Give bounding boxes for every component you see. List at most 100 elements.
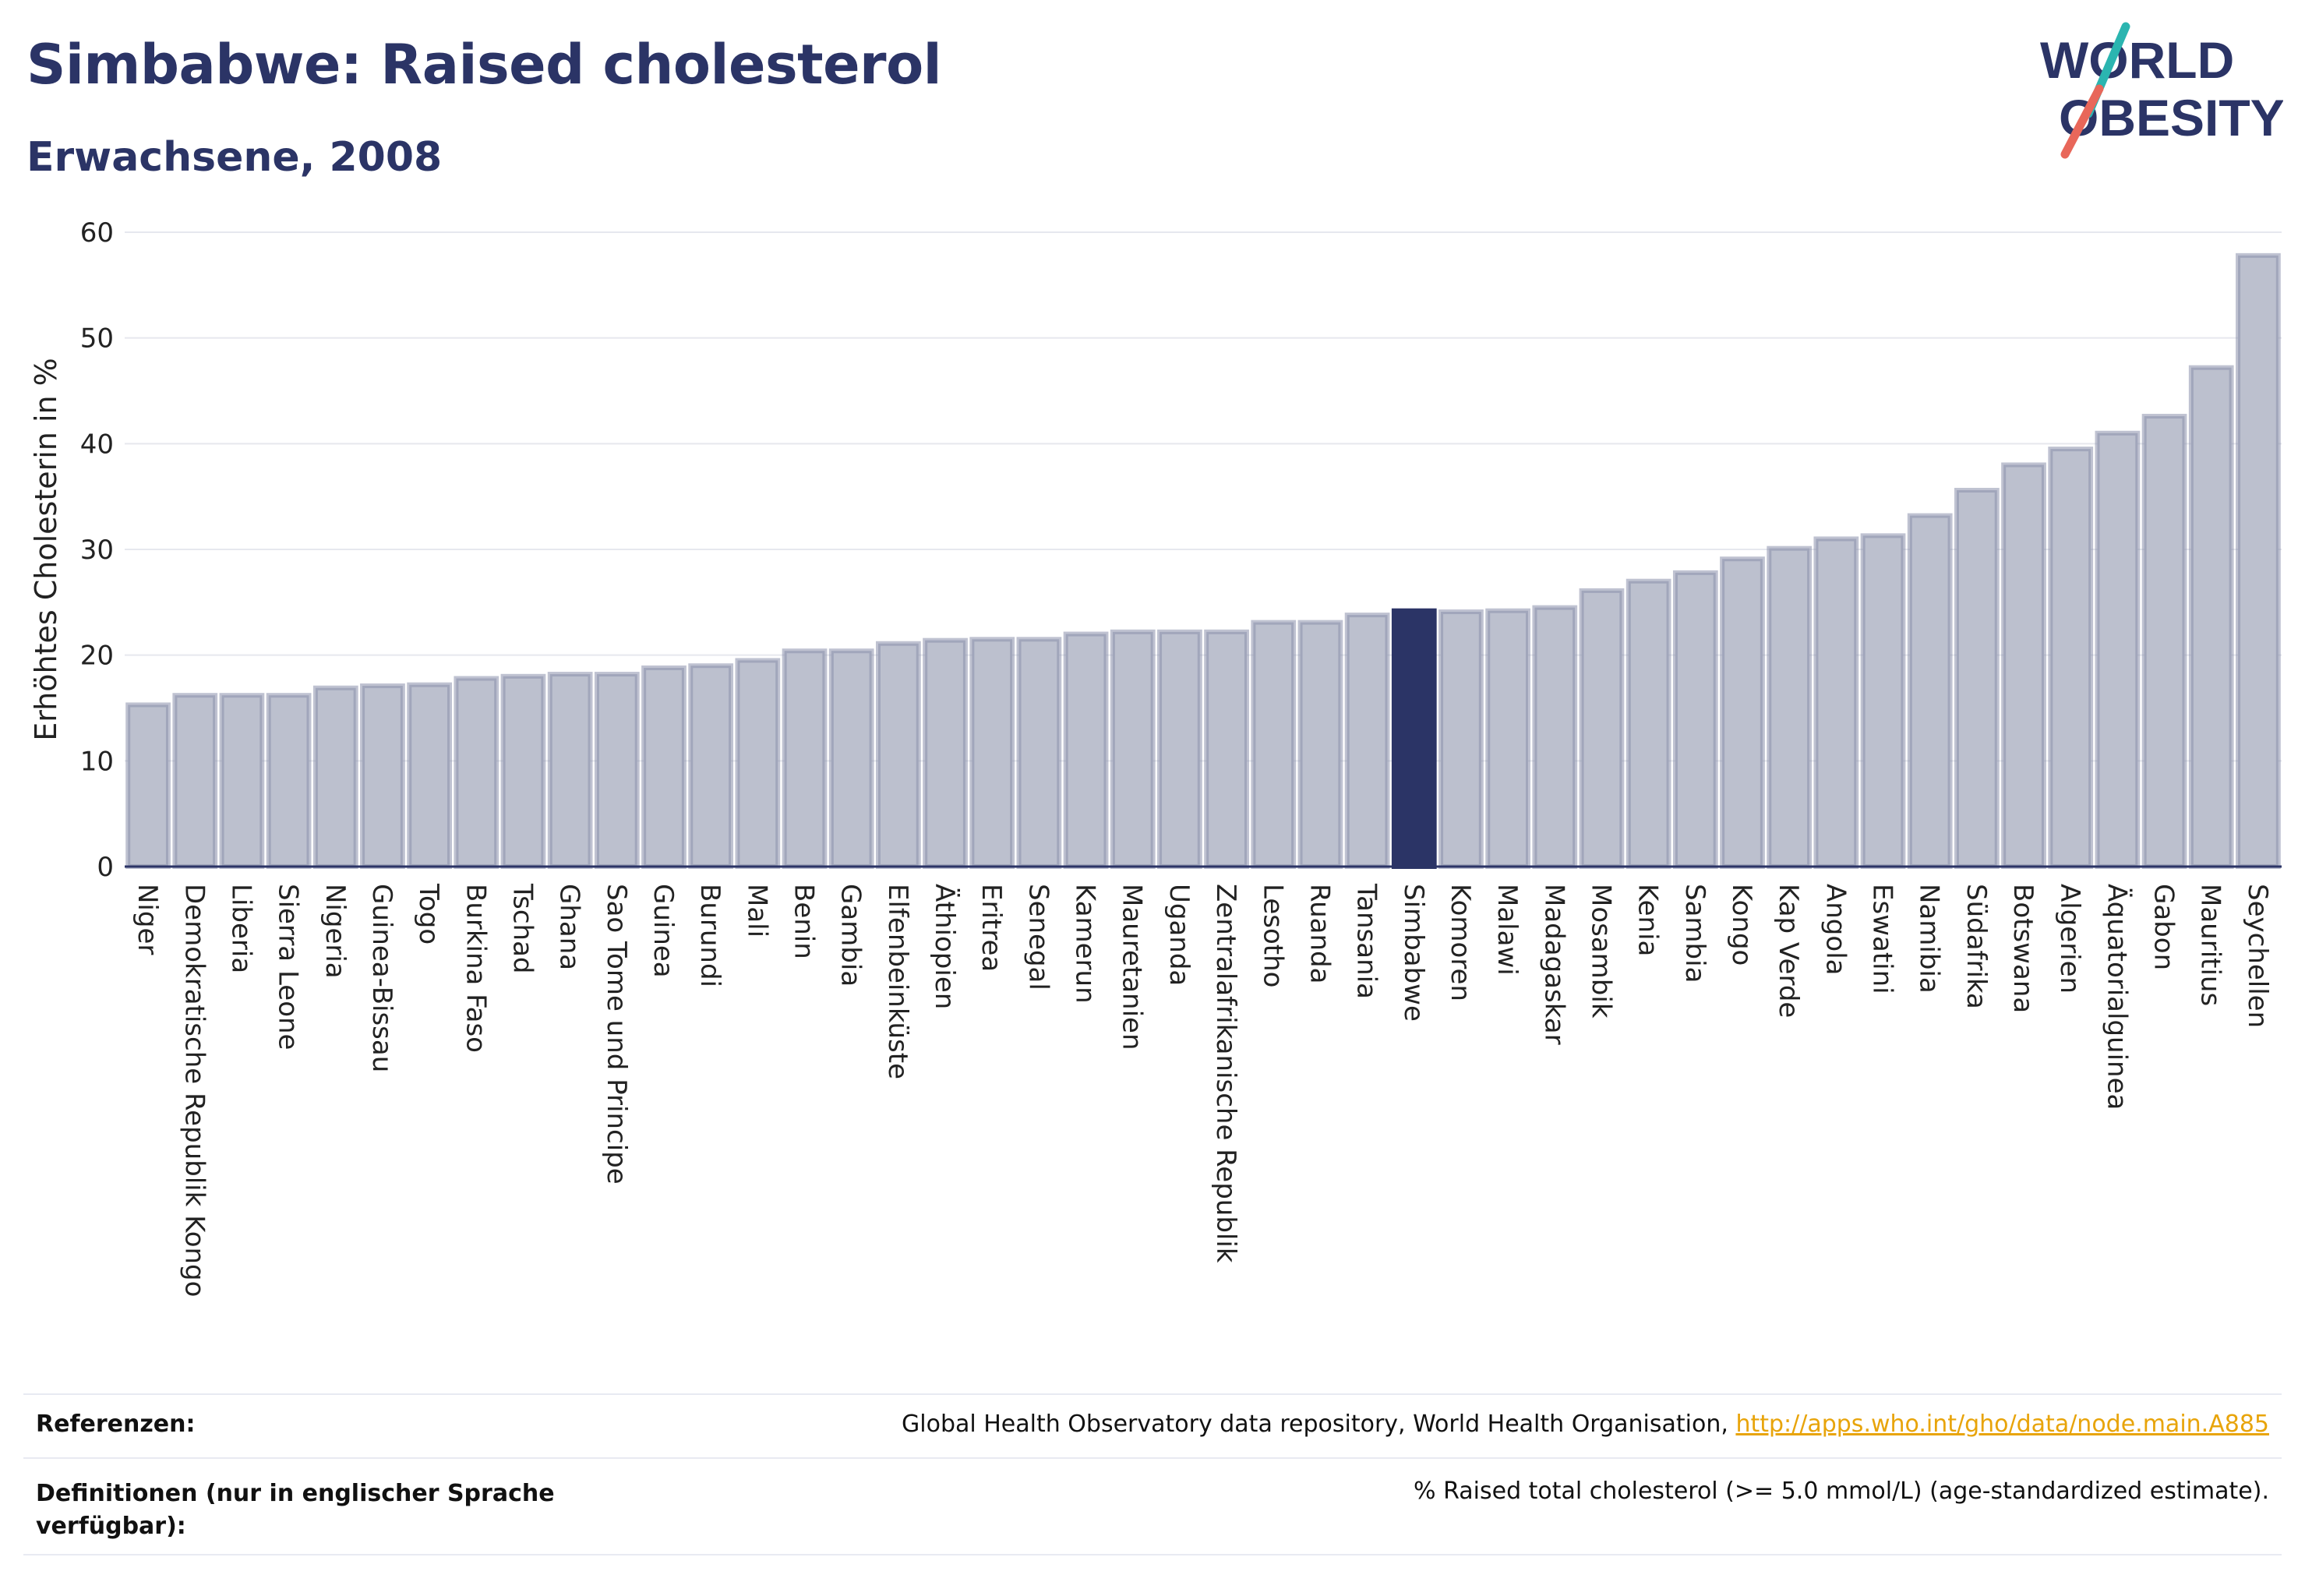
y-tick-label: 10 xyxy=(80,746,114,777)
x-tick-label: Seychellen xyxy=(2242,884,2273,1028)
logo-slash-coral xyxy=(2060,84,2104,159)
bar xyxy=(1860,533,1906,869)
x-tick-label: Togo xyxy=(413,883,444,945)
x-tick-label: Senegal xyxy=(1022,884,1054,990)
x-tick-label: Südafrika xyxy=(1961,884,1992,1009)
bar xyxy=(1907,513,1953,869)
x-tick-label: Sambia xyxy=(1679,884,1710,983)
x-tick-label: Sao Tome und Principe xyxy=(601,884,632,1185)
x-tick-label: Malawi xyxy=(1491,884,1523,976)
x-tick-label: Gambia xyxy=(835,884,867,987)
x-tick-label: Lesotho xyxy=(1257,884,1288,987)
x-tick-label: Guinea-Bissau xyxy=(366,884,397,1072)
bar-chart: 0 10 20 30 40 50 60 Erhöhtes Cholesterin in % Ni… xyxy=(29,217,2282,1297)
bar xyxy=(688,663,734,869)
x-tick-label: Äquatorialguinea xyxy=(2101,884,2132,1110)
x-tick-label: Kamerun xyxy=(1070,884,1101,1004)
logo-line1: WORLD xyxy=(2040,31,2234,89)
x-tick-label: Sierra Leone xyxy=(273,884,304,1050)
bar xyxy=(2095,430,2141,869)
y-tick-label: 60 xyxy=(80,217,114,249)
x-tick-label: Guinea xyxy=(648,884,679,978)
footer-divider-top xyxy=(23,1393,2282,1395)
x-tick-label: Namibia xyxy=(1914,884,1945,994)
bar xyxy=(1204,629,1249,869)
references-text: Global Health Observatory data repositor… xyxy=(902,1411,1736,1438)
bar xyxy=(2001,462,2046,869)
x-tick-label: Äthiopien xyxy=(929,884,960,1009)
bar xyxy=(2236,252,2281,869)
bar xyxy=(125,702,171,869)
bar xyxy=(594,672,640,869)
x-tick-label: Niger xyxy=(132,884,163,955)
definitions-label-line2: verfügbar): xyxy=(36,1513,186,1540)
bar xyxy=(266,693,312,869)
world-obesity-logo: WORLD OBESITY xyxy=(2040,22,2283,159)
bar xyxy=(2188,365,2234,869)
y-tick-label: 40 xyxy=(80,429,114,460)
y-axis-label: Erhöhtes Cholesterin in % xyxy=(29,358,63,741)
bar xyxy=(1813,536,1859,870)
bar xyxy=(360,683,405,870)
x-tick-label: Simbabwe xyxy=(1398,884,1429,1022)
x-tick-label: Zentralafrikanische Republik xyxy=(1210,884,1241,1263)
x-tick-label: Elfenbeinküste xyxy=(882,884,913,1079)
x-tick-label: Botswana xyxy=(2007,884,2038,1013)
bar xyxy=(1579,588,1625,869)
x-tick-label: Tansania xyxy=(1351,883,1382,999)
footer-divider-middle xyxy=(23,1457,2282,1459)
bar xyxy=(2048,447,2094,869)
bar xyxy=(1954,488,2000,869)
x-tick-label: Eritrea xyxy=(976,884,1007,972)
bar xyxy=(828,648,874,869)
bar xyxy=(1532,605,1578,869)
references-label: Referenzen: xyxy=(36,1411,196,1438)
bar xyxy=(1016,637,1062,869)
x-tick-label: Mauritius xyxy=(2195,884,2226,1006)
x-tick-label: Algerien xyxy=(2054,884,2085,994)
x-tick-label: Liberia xyxy=(225,884,256,973)
x-tick-label: Burundi xyxy=(694,884,725,987)
x-tick-label: Madagaskar xyxy=(1538,884,1569,1045)
x-tick-label: Benin xyxy=(789,884,820,959)
bar xyxy=(1767,546,1813,869)
x-tick-label: Ruanda xyxy=(1304,884,1335,983)
bar xyxy=(735,658,781,869)
bar xyxy=(1110,629,1156,869)
x-tick-label: Mauretanien xyxy=(1117,884,1148,1050)
y-tick-label: 20 xyxy=(80,641,114,672)
bar xyxy=(454,676,499,869)
x-tick-label: Kongo xyxy=(1726,884,1757,966)
x-tick-label: Burkina Faso xyxy=(460,884,491,1053)
y-tick-label: 30 xyxy=(80,535,114,566)
y-tick-label: 0 xyxy=(97,852,114,883)
definitions-label-line1: Definitionen (nur in englischer Sprache xyxy=(36,1480,555,1507)
bar xyxy=(1251,620,1297,869)
definitions-label: Definitionen (nur in englischer Sprache … xyxy=(36,1478,555,1543)
x-tick-label: Kenia xyxy=(1633,884,1664,956)
bar xyxy=(1720,556,1765,870)
bar xyxy=(1391,608,1437,869)
bar xyxy=(641,665,687,869)
x-tick-label: Nigeria xyxy=(319,884,351,979)
bar xyxy=(1672,570,1718,869)
x-tick-label: Komoren xyxy=(1445,884,1476,1001)
x-tick-label: Eswatini xyxy=(1867,884,1898,994)
bar xyxy=(172,693,218,869)
bar xyxy=(1297,620,1343,869)
x-tick-label: Kap Verde xyxy=(1773,884,1804,1018)
bar xyxy=(407,682,453,869)
x-tick-label: Tschad xyxy=(507,883,538,974)
bar xyxy=(1626,578,1671,869)
bar xyxy=(1485,608,1531,869)
bar xyxy=(1063,631,1109,869)
bar xyxy=(500,673,546,869)
bar xyxy=(219,693,265,869)
x-tick-label: Uganda xyxy=(1163,884,1195,986)
bar xyxy=(1438,609,1484,869)
chart-title: Simbabwe: Raised cholesterol xyxy=(26,33,942,97)
references-link[interactable]: http://apps.who.int/gho/data/node.main.A… xyxy=(1735,1411,2269,1438)
bar xyxy=(2141,414,2187,869)
x-tick-label: Mosambik xyxy=(1585,884,1616,1019)
bar xyxy=(875,641,921,869)
